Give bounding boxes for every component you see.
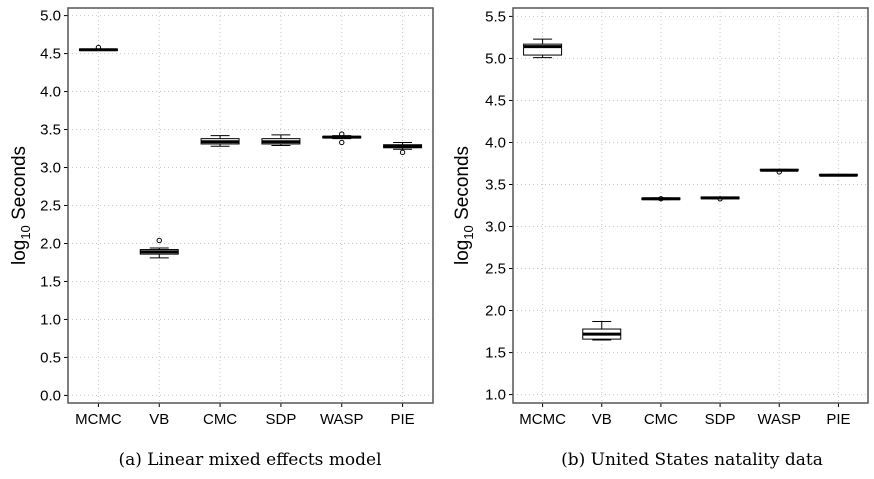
x-tick-label: WASP <box>320 411 364 428</box>
box-mcmc <box>523 38 563 59</box>
y-axis-label-sub: 10 <box>18 225 33 239</box>
box-sdp <box>261 134 301 146</box>
y-tick-label: 5.5 <box>485 8 506 25</box>
y-tick-label: 0.0 <box>40 387 61 404</box>
x-tick-label: SDP <box>705 411 736 428</box>
plot-frame <box>512 7 869 404</box>
x-tick-label: SDP <box>265 411 296 428</box>
outlier-point <box>658 196 664 202</box>
outlier-point <box>95 44 102 51</box>
y-tick-label: 4.0 <box>485 134 506 151</box>
x-tick-label: VB <box>592 411 612 428</box>
box-wasp <box>759 168 799 175</box>
outlier-point <box>776 169 782 175</box>
y-axis-label: log10 Seconds <box>452 146 476 265</box>
x-tick-label: WASP <box>757 411 801 428</box>
y-tick-label: 1.5 <box>40 273 61 290</box>
y-tick-label: 3.0 <box>40 160 61 177</box>
y-tick-label: 5.0 <box>485 50 506 67</box>
outlier-point <box>717 196 723 202</box>
y-tick-label: 4.5 <box>485 92 506 109</box>
y-axis-label-base: log <box>452 240 473 265</box>
outlier-point <box>339 131 345 137</box>
box-pie <box>818 173 858 177</box>
y-tick-label: 2.5 <box>485 261 506 278</box>
box-mcmc <box>78 44 118 52</box>
plot-frame <box>67 7 434 404</box>
panel-a: 0.0 0.5 1.0 1.5 2.0 2.5 3.0 3.5 4.0 4.5 5.0 MCMC VB C… <box>9 7 434 470</box>
box-cmc <box>641 196 681 202</box>
y-axis-label-base: log <box>9 240 30 265</box>
x-tick-label: PIE <box>390 411 414 428</box>
y-tick-label: 5.0 <box>40 8 61 25</box>
y-tick-label: 1.0 <box>40 311 61 328</box>
y-axis-label-sub: 10 <box>461 225 476 239</box>
outlier-point <box>399 149 406 156</box>
box-body <box>523 43 563 56</box>
box-sdp <box>700 196 740 202</box>
y-tick-label: 2.0 <box>40 235 61 252</box>
x-tick-label: MCMC <box>75 411 122 428</box>
outlier-point <box>156 237 162 244</box>
y-tick-label: 3.0 <box>485 219 506 236</box>
box-cmc <box>200 135 240 147</box>
box-vb <box>582 320 622 341</box>
x-tick-label: CMC <box>203 411 237 428</box>
y-tick-label: 2.0 <box>485 303 506 320</box>
y-axis-label-rest: Seconds <box>9 146 30 225</box>
x-tick-label: MCMC <box>519 411 566 428</box>
panel-caption: (b) United States natality data <box>561 450 823 470</box>
y-axis-label-rest: Seconds <box>452 146 473 225</box>
x-tick-label: PIE <box>826 411 850 428</box>
y-tick-label: 3.5 <box>40 122 61 139</box>
box-vb <box>139 237 179 259</box>
y-tick-label: 0.5 <box>40 349 61 366</box>
y-axis-label: log10 Seconds <box>9 146 33 265</box>
y-tick-label: 4.5 <box>40 46 61 63</box>
x-tick-label: VB <box>149 411 169 428</box>
box-wasp <box>322 131 362 146</box>
y-tick-label: 1.5 <box>485 345 506 362</box>
panel-caption: (a) Linear mixed effects model <box>118 450 381 470</box>
y-tick-label: 4.0 <box>40 84 61 101</box>
box-pie <box>383 141 423 156</box>
panel-b: 1.0 1.5 2.0 2.5 3.0 3.5 4.0 4.5 5.0 5.5 MCMC VB CMC S… <box>452 7 869 470</box>
y-tick-label: 1.0 <box>485 387 506 404</box>
x-tick-label: CMC <box>644 411 678 428</box>
outlier-point <box>339 139 345 146</box>
y-tick-label: 3.5 <box>485 176 506 193</box>
y-tick-label: 2.5 <box>40 198 61 215</box>
